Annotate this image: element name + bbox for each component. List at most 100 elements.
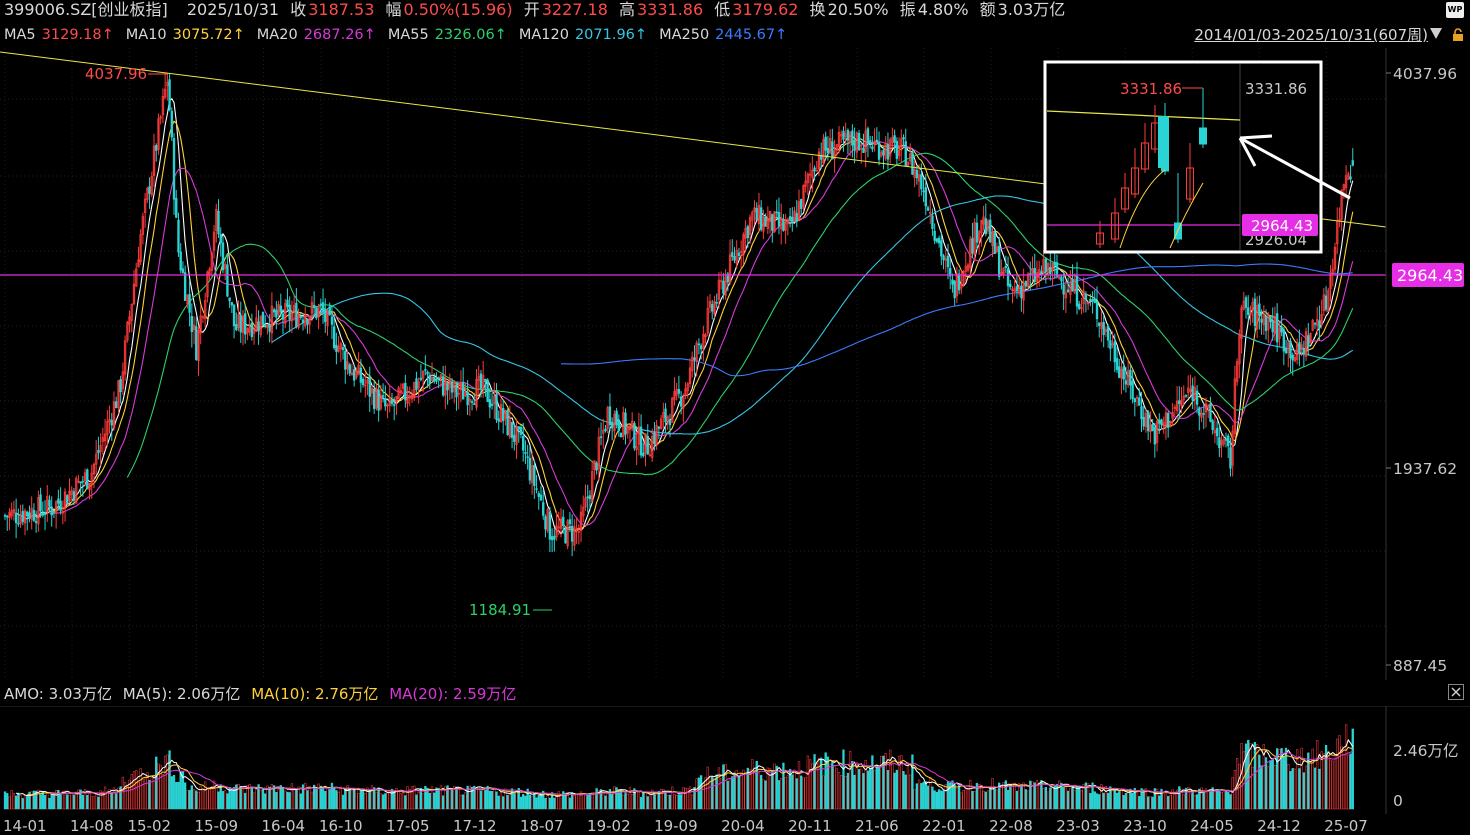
lock-icon[interactable] <box>1452 28 1464 42</box>
candle-body <box>275 309 278 318</box>
date-range-selector[interactable]: 2014/01/03-2025/10/31(607周) <box>1194 26 1428 44</box>
volume-bar <box>711 776 714 810</box>
candle-body <box>1006 268 1010 287</box>
volume-bar <box>768 768 772 810</box>
volume-bar <box>497 795 500 810</box>
volume-chart[interactable]: 2.46万亿 0 <box>0 706 1470 814</box>
candle-body <box>326 310 329 326</box>
time-axis-label-15: 22-08 <box>989 817 1033 835</box>
volume-bar <box>975 782 979 810</box>
volume-bar <box>1162 793 1165 810</box>
trough-label: 1184.91 <box>469 601 531 619</box>
candle-body <box>1095 301 1099 320</box>
volume-bar <box>1282 756 1285 810</box>
volume-bar <box>608 789 612 810</box>
volume-bar <box>973 791 976 810</box>
candle-body <box>1084 293 1088 300</box>
volume-bar <box>826 756 830 810</box>
volume-bar <box>90 796 93 810</box>
volume-bar <box>602 794 605 810</box>
candle-body <box>902 137 905 140</box>
volume-bar <box>319 785 322 810</box>
candle-body <box>664 408 667 423</box>
candle-body <box>66 495 69 504</box>
candle-body <box>14 512 18 524</box>
volume-bar <box>1031 781 1034 810</box>
inset-ma10-line-2 <box>1169 182 1204 249</box>
candle-body <box>439 374 443 378</box>
candle-body <box>764 216 767 227</box>
candle-body <box>1284 348 1288 354</box>
volume-bars <box>3 724 1354 810</box>
volume-bar <box>693 787 696 810</box>
candle-body <box>535 488 538 490</box>
volume-bar <box>1022 782 1025 810</box>
volume-bar <box>448 788 451 810</box>
candle-body <box>570 526 574 542</box>
volume-bar <box>949 782 952 810</box>
candle-body <box>608 406 612 426</box>
volume-bar <box>715 774 718 810</box>
volume-bar <box>1142 789 1145 810</box>
candle-body <box>1140 406 1143 420</box>
candle-body <box>1158 420 1161 424</box>
volume-bar <box>1080 789 1083 810</box>
candle-body <box>893 135 896 143</box>
window-pin-icon[interactable]: WP <box>1446 2 1464 18</box>
volume-bar <box>1131 792 1134 810</box>
candle-body <box>413 381 416 399</box>
candle-body <box>768 211 772 223</box>
volume-bar <box>1202 791 1205 810</box>
volume-bar <box>333 786 336 810</box>
candle-body <box>1151 423 1154 431</box>
ma-legend-value-ma10: 3075.72↑ <box>172 27 245 43</box>
volume-bar <box>775 765 778 810</box>
candle-body <box>54 501 58 514</box>
candle-body <box>875 139 879 142</box>
volume-bar <box>470 786 474 810</box>
candle-body <box>908 153 912 162</box>
candles <box>3 73 1354 557</box>
candle-body <box>946 255 950 268</box>
volume-bar <box>1253 742 1257 810</box>
volume-bar <box>588 792 592 810</box>
volume-bar <box>379 793 383 810</box>
candle-body <box>1269 316 1272 323</box>
candle-body <box>853 141 856 151</box>
volume-bar <box>439 785 443 810</box>
candle-body <box>1144 412 1148 427</box>
candle-body <box>951 279 954 285</box>
volume-bar <box>564 792 567 810</box>
volume-bar <box>971 790 974 810</box>
volume-bar <box>642 791 645 810</box>
volume-bar <box>688 786 692 810</box>
candle-body <box>1164 412 1168 426</box>
volume-bar <box>1296 749 1299 810</box>
candle-body <box>717 279 721 300</box>
candle-body <box>1017 286 1021 295</box>
volume-bar <box>128 779 131 810</box>
candle-body <box>519 426 523 435</box>
volume-bar <box>1002 781 1005 810</box>
candle-body <box>1260 318 1263 323</box>
candle-body <box>528 457 532 481</box>
candle-body <box>157 118 160 150</box>
volume-bar <box>228 787 231 810</box>
time-axis-label-17: 23-10 <box>1123 817 1167 835</box>
candle-body <box>1224 439 1228 441</box>
close-icon[interactable] <box>1448 684 1464 700</box>
volume-bar <box>1222 791 1225 810</box>
candle-body <box>188 293 191 313</box>
candle-body <box>361 378 365 385</box>
candle-body <box>192 324 196 331</box>
candle-body <box>1013 288 1016 293</box>
inset-price-tag-text: 2964.43 <box>1251 217 1313 235</box>
candle-body <box>633 423 636 449</box>
price-chart[interactable]: 4037.96 1184.91 4037.96 1937.62 887.45 296… <box>0 48 1470 680</box>
chevron-down-icon[interactable] <box>1430 28 1442 39</box>
candle-body <box>1295 344 1299 360</box>
volume-bar <box>335 790 338 810</box>
candle-body <box>228 297 231 302</box>
volume-bar <box>308 785 311 810</box>
volume-bar <box>1347 754 1350 810</box>
